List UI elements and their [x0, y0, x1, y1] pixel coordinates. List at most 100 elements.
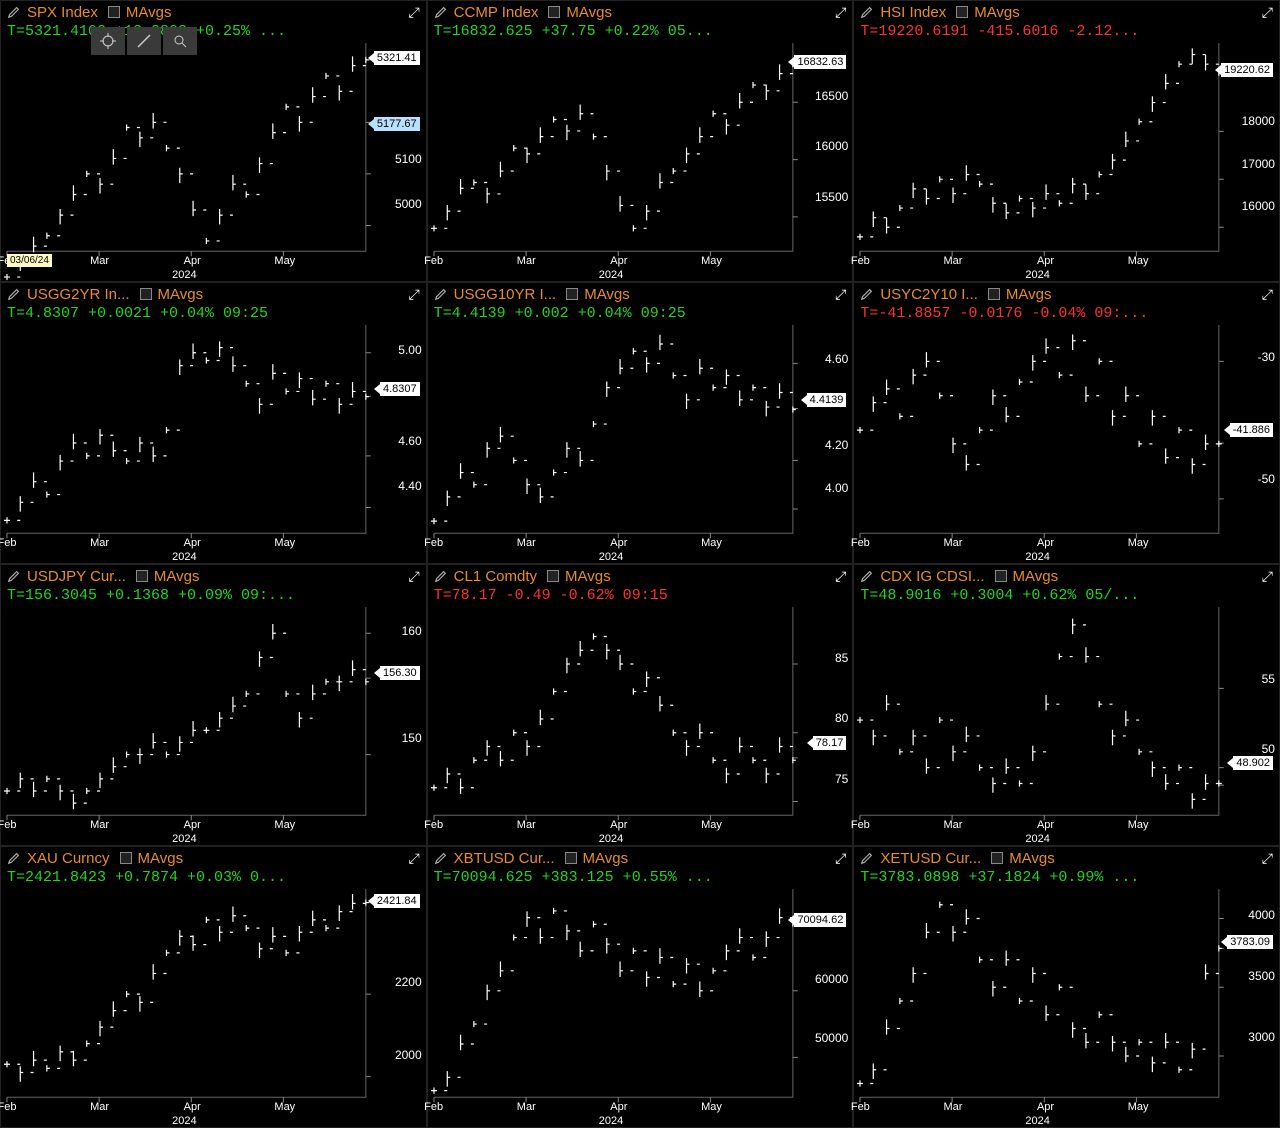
panel-header: CL1 ComdtyMAvgs⤢ — [428, 565, 853, 587]
chart-area[interactable]: 505548.902FebMarAprMay2024 — [854, 607, 1279, 845]
mavgs-label[interactable]: MAvgs — [584, 286, 630, 303]
stat-line: T=5321.4102 +13.2803 +0.25% ... — [1, 23, 426, 43]
expand-icon[interactable]: ⤢ — [835, 286, 846, 303]
expand-icon[interactable]: ⤢ — [408, 286, 419, 303]
stat-line: T=16832.625 +37.75 +0.22% 05... — [428, 23, 853, 43]
checkbox-icon[interactable] — [988, 288, 1000, 300]
checkbox-icon[interactable] — [565, 852, 577, 864]
pencil-icon[interactable] — [7, 287, 21, 301]
mavgs-label[interactable]: MAvgs — [566, 4, 612, 21]
mavgs-label[interactable]: MAvgs — [974, 4, 1020, 21]
zoom-icon[interactable] — [163, 27, 197, 55]
pencil-icon[interactable] — [860, 287, 874, 301]
panel-title: XBTUSD Cur... — [454, 850, 555, 867]
pencil-icon[interactable] — [860, 5, 874, 19]
x-tick-label: Mar — [943, 819, 962, 831]
pencil-icon[interactable] — [7, 851, 21, 865]
checkbox-icon[interactable] — [548, 6, 560, 18]
pencil-icon[interactable] — [434, 5, 448, 19]
mavgs-label[interactable]: MAvgs — [154, 568, 200, 585]
price-tag: 3783.09 — [1227, 935, 1273, 949]
pencil-icon[interactable] — [7, 569, 21, 583]
chart-area[interactable]: 4.404.605.004.8307FebMarAprMay2024 — [1, 325, 426, 563]
x-tick-label: May — [1128, 537, 1149, 549]
x-year-label: 2024 — [599, 551, 623, 563]
checkbox-icon[interactable] — [136, 570, 148, 582]
checkbox-icon[interactable] — [547, 570, 559, 582]
chart-area[interactable]: 4.004.204.604.4139FebMarAprMay2024 — [428, 325, 853, 563]
chart-panel-usgg10: USGG10YR I...MAvgs⤢T=4.4139 +0.002 +0.04… — [427, 282, 854, 564]
panel-title: XAU Curncy — [27, 850, 110, 867]
stat-line: T=4.4139 +0.002 +0.04% 09:25 — [428, 305, 853, 325]
pencil-icon[interactable] — [7, 5, 21, 19]
y-axis: 500051005321.415177.67 — [368, 43, 422, 253]
expand-icon[interactable]: ⤢ — [1262, 4, 1273, 21]
price-tag: 78.17 — [813, 736, 847, 750]
chart-area[interactable]: 75808578.17FebMarAprMay2024 — [428, 607, 853, 845]
expand-icon[interactable]: ⤢ — [835, 568, 846, 585]
pencil-icon[interactable] — [434, 851, 448, 865]
stat-text: T=70094.625 +383.125 +0.55% ... — [434, 869, 713, 886]
x-tick-label: Apr — [1037, 1101, 1054, 1113]
panel-title: USYC2Y10 I... — [880, 286, 978, 303]
y-tick-label: 4.60 — [398, 434, 421, 448]
mavgs-label[interactable]: MAvgs — [1006, 286, 1052, 303]
expand-icon[interactable]: ⤢ — [1262, 850, 1273, 867]
mavgs-label[interactable]: MAvgs — [1009, 850, 1055, 867]
mavgs-label[interactable]: MAvgs — [138, 850, 184, 867]
chart-area[interactable]: 3000350040003783.09FebMarAprMay2024 — [854, 889, 1279, 1127]
x-year-label: 2024 — [599, 833, 623, 845]
chart-area[interactable]: 500006000070094.62FebMarAprMay2024 — [428, 889, 853, 1127]
expand-icon[interactable]: ⤢ — [408, 850, 419, 867]
y-axis: 200022002421.84 — [368, 889, 422, 1099]
chart-area[interactable]: 16000170001800019220.62FebMarAprMay2024 — [854, 43, 1279, 281]
price-tag: 4.4139 — [807, 393, 847, 407]
x-tick-label: May — [1128, 819, 1149, 831]
mavgs-label[interactable]: MAvgs — [126, 4, 172, 21]
expand-icon[interactable]: ⤢ — [408, 568, 419, 585]
chart-area[interactable]: 15500160001650016832.63FebMarAprMay2024 — [428, 43, 853, 281]
crosshair-icon[interactable] — [91, 27, 125, 55]
chart-area[interactable]: -50-30-41.886FebMarAprMay2024 — [854, 325, 1279, 563]
expand-icon[interactable]: ⤢ — [1262, 568, 1273, 585]
expand-icon[interactable]: ⤢ — [835, 850, 846, 867]
mavgs-label[interactable]: MAvgs — [158, 286, 204, 303]
pencil-icon[interactable] — [434, 569, 448, 583]
y-tick-label: 5000 — [395, 197, 422, 211]
checkbox-icon[interactable] — [120, 852, 132, 864]
checkbox-icon[interactable] — [995, 570, 1007, 582]
pencil-icon[interactable] — [860, 851, 874, 865]
checkbox-icon[interactable] — [566, 288, 578, 300]
chart-area[interactable]: 500051005321.415177.67FebMarAprMay202403… — [1, 43, 426, 281]
y-tick-label: 5100 — [395, 152, 422, 166]
mavgs-label[interactable]: MAvgs — [565, 568, 611, 585]
y-tick-label: 50000 — [815, 1031, 848, 1045]
pencil-icon[interactable] — [434, 287, 448, 301]
panel-header: CCMP IndexMAvgs⤢ — [428, 1, 853, 23]
checkbox-icon[interactable] — [140, 288, 152, 300]
stat-text: T=78.17 -0.49 -0.62% 09:15 — [434, 587, 668, 604]
expand-icon[interactable]: ⤢ — [1262, 286, 1273, 303]
y-tick-label: 2000 — [395, 1048, 422, 1062]
draw-line-icon[interactable] — [127, 27, 161, 55]
chart-area[interactable]: 200022002421.84FebMarAprMay2024 — [1, 889, 426, 1127]
x-axis: FebMarAprMay2024 — [854, 253, 1221, 281]
panel-header: USGG10YR I...MAvgs⤢ — [428, 283, 853, 305]
mavgs-label[interactable]: MAvgs — [583, 850, 629, 867]
mavgs-label[interactable]: MAvgs — [1013, 568, 1059, 585]
x-axis: FebMarAprMay2024 — [428, 1099, 795, 1127]
x-tick-label: Mar — [90, 537, 109, 549]
y-tick-label: 16000 — [815, 139, 848, 153]
checkbox-icon[interactable] — [956, 6, 968, 18]
x-year-label: 2024 — [1025, 833, 1049, 845]
expand-icon[interactable]: ⤢ — [835, 4, 846, 21]
y-tick-label: 75 — [835, 772, 848, 786]
checkbox-icon[interactable] — [991, 852, 1003, 864]
pencil-icon[interactable] — [860, 569, 874, 583]
price-tag: 5321.41 — [374, 51, 420, 65]
expand-icon[interactable]: ⤢ — [408, 4, 419, 21]
chart-area[interactable]: 150160156.30FebMarAprMay2024 — [1, 607, 426, 845]
x-tick-label: May — [274, 1101, 295, 1113]
x-tick-label: Feb — [851, 819, 870, 831]
checkbox-icon[interactable] — [108, 6, 120, 18]
